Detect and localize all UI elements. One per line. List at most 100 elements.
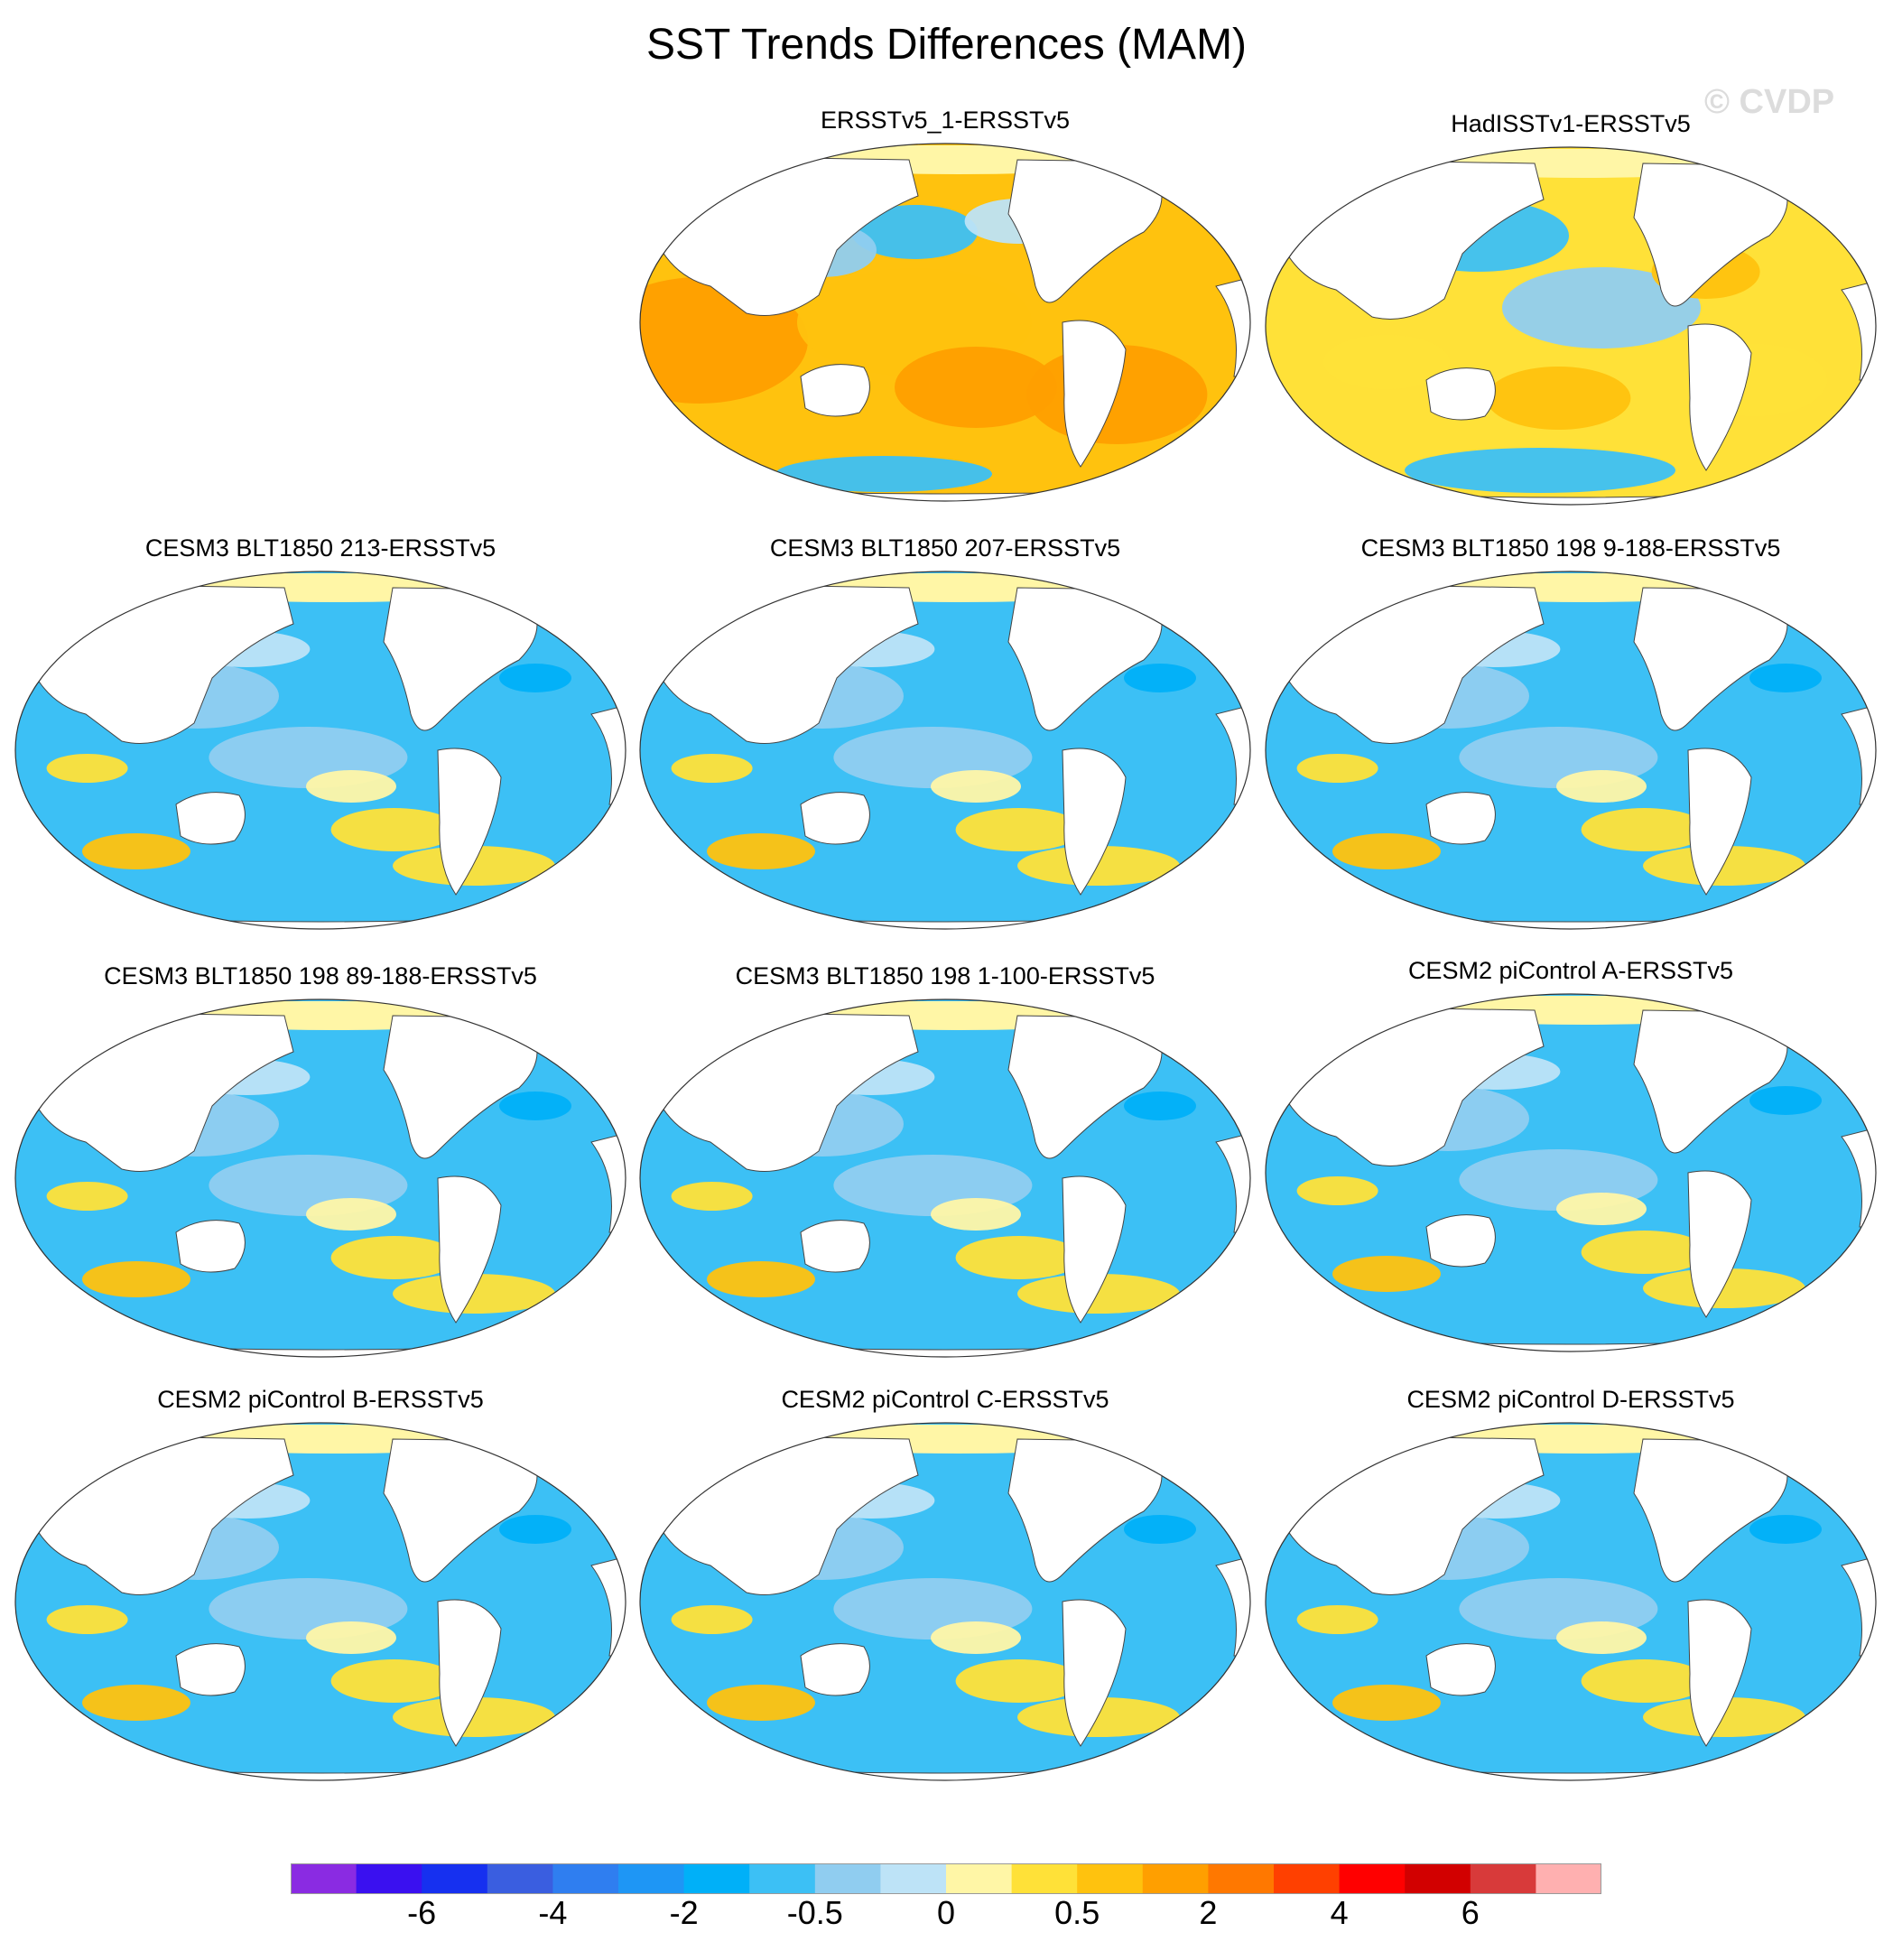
land-mass [1425, 367, 1496, 421]
panel-title: CESM2 piControl B-ERSSTv5 [157, 1386, 484, 1413]
colorbar [291, 1863, 1601, 1894]
sst-anomaly-region [46, 1605, 128, 1634]
sst-anomaly-region [1124, 1091, 1196, 1120]
colorbar-swatch [1274, 1863, 1341, 1894]
map-panel: CESM3 BLT1850 198 89-188-ERSSTv5 [9, 962, 632, 1387]
land-mass [1062, 320, 1127, 468]
sst-anomaly-region [1332, 833, 1441, 869]
colorbar-swatch [1208, 1863, 1275, 1894]
map-panel: CESM3 BLT1850 207-ERSSTv5 [634, 534, 1257, 959]
sst-anomaly-region [671, 1182, 753, 1211]
sst-anomaly-region [330, 1236, 458, 1279]
colorbar-tick-label: 0 [936, 1894, 956, 1931]
robinson-map [1265, 1422, 1877, 1781]
robinson-map [14, 1422, 626, 1781]
map-panel: CESM3 BLT1850 213-ERSSTv5 [9, 534, 632, 959]
land-mass [1687, 748, 1752, 896]
colorbar-tick-label: -2 [669, 1894, 699, 1931]
land-mass [1062, 1599, 1127, 1747]
colorbar-tick-label: 0.5 [1054, 1894, 1100, 1931]
map-panel: CESM2 piControl D-ERSSTv5 [1259, 1386, 1882, 1810]
sst-anomaly-region [330, 808, 458, 851]
sst-anomaly-region [499, 664, 571, 692]
sst-anomaly-region [1296, 1605, 1378, 1634]
panel-title: CESM3 BLT1850 198 1-100-ERSSTv5 [735, 962, 1155, 989]
colorbar-tick-label: -6 [407, 1894, 437, 1931]
sst-anomaly-region [46, 754, 128, 783]
colorbar-tick-label: -0.5 [786, 1894, 843, 1931]
sst-anomaly-region [393, 846, 555, 886]
sst-anomaly-region [671, 754, 753, 783]
sst-anomaly-region [499, 1515, 571, 1544]
colorbar-swatch [1536, 1863, 1601, 1894]
sst-anomaly-region [393, 1274, 555, 1314]
cvdp-watermark: © CVDP [1704, 83, 1835, 121]
land-mass [800, 792, 870, 845]
land-mass [1007, 1438, 1163, 1583]
sst-anomaly-region [1124, 1515, 1196, 1544]
colorbar-swatch [1077, 1863, 1144, 1894]
robinson-map [639, 1422, 1251, 1781]
panel-title: HadISSTv1-ERSSTv5 [1451, 110, 1691, 137]
sst-anomaly-region [1581, 1659, 1708, 1703]
sst-anomaly-region [1643, 1268, 1805, 1308]
sst-anomaly-region [1332, 1256, 1441, 1292]
robinson-map [1265, 146, 1877, 506]
colorbar-tick-label: 2 [1199, 1894, 1218, 1931]
robinson-map [14, 571, 626, 930]
sst-anomaly-region [82, 1685, 190, 1721]
land-mass [1633, 1438, 1788, 1583]
colorbar-swatch [552, 1863, 619, 1894]
map-panel: CESM3 BLT1850 198 9-188-ERSSTv5 [1259, 534, 1882, 959]
land-mass [175, 1643, 246, 1696]
land-mass [1007, 159, 1163, 303]
panel-title: CESM3 BLT1850 207-ERSSTv5 [769, 534, 1121, 562]
sst-anomaly-region [1749, 664, 1822, 692]
land-mass [1007, 1015, 1163, 1159]
sst-anomaly-region [775, 456, 992, 492]
sst-anomaly-region [707, 833, 815, 869]
land-mass [437, 1175, 502, 1324]
map-panel: CESM3 BLT1850 198 1-100-ERSSTv5 [634, 962, 1257, 1387]
map-panel: CESM2 piControl B-ERSSTv5 [9, 1386, 632, 1810]
land-mass [1425, 1214, 1496, 1268]
sst-anomaly-region [1332, 1685, 1441, 1721]
land-mass [1062, 748, 1127, 896]
map-panel: HadISSTv1-ERSSTv5 [1259, 110, 1882, 534]
robinson-map [14, 999, 626, 1358]
figure-title: SST Trends Differences (MAM) [645, 21, 1248, 69]
land-mass [175, 1220, 246, 1273]
sst-anomaly-region [499, 1091, 571, 1120]
sst-anomaly-region [1502, 267, 1701, 348]
land-mass [383, 1438, 538, 1583]
colorbar-tick-label: -4 [538, 1894, 568, 1931]
sst-anomaly-region [707, 1685, 815, 1721]
sst-anomaly-region [393, 1697, 555, 1737]
colorbar-swatch [749, 1863, 816, 1894]
sst-anomaly-region [1749, 1515, 1822, 1544]
colorbar-swatch [618, 1863, 685, 1894]
sst-anomaly-region [1749, 1086, 1822, 1115]
sst-anomaly-region [1017, 1697, 1180, 1737]
sst-anomaly-region [671, 1605, 753, 1634]
sst-anomaly-region [1556, 770, 1647, 803]
land-mass [1425, 792, 1496, 845]
sst-anomaly-region [851, 205, 978, 259]
sst-anomaly-region [955, 1236, 1082, 1279]
panel-title: CESM3 BLT1850 198 9-188-ERSSTv5 [1360, 534, 1781, 562]
map-panel: CESM2 piControl A-ERSSTv5 [1259, 957, 1882, 1381]
sst-anomaly-region [1556, 1621, 1647, 1654]
sst-anomaly-region [1405, 448, 1675, 493]
land-mass [800, 1643, 870, 1696]
land-mass [1687, 1170, 1752, 1318]
sst-anomaly-region [895, 347, 1057, 428]
colorbar-swatch [880, 1863, 947, 1894]
land-mass [437, 748, 502, 896]
sst-anomaly-region [1017, 846, 1180, 886]
robinson-map [1265, 993, 1877, 1352]
colorbar-swatch [487, 1863, 553, 1894]
colorbar-swatch [356, 1863, 422, 1894]
sst-anomaly-region [955, 808, 1082, 851]
panel-title: CESM3 BLT1850 198 89-188-ERSSTv5 [104, 962, 537, 989]
land-mass [383, 1015, 538, 1159]
